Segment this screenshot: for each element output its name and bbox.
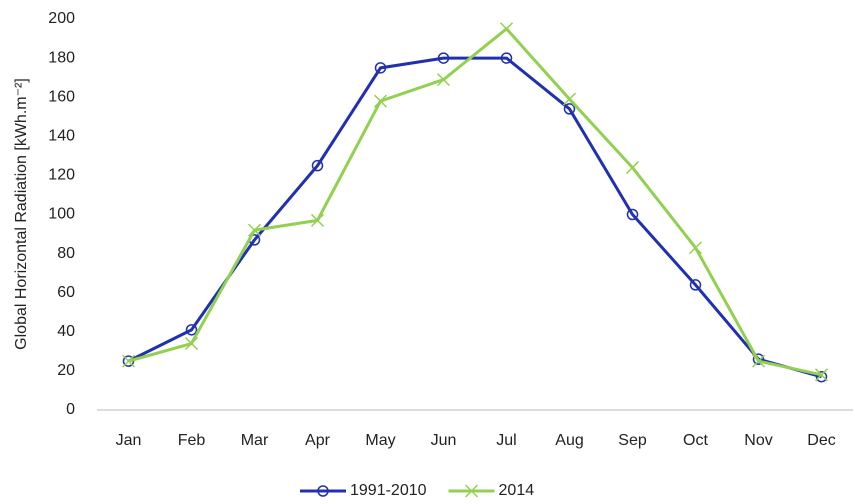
marker bbox=[373, 94, 388, 108]
y-tick-label: 0 bbox=[66, 401, 75, 418]
x-tick-label: Dec bbox=[807, 432, 835, 449]
y-tick-label: 160 bbox=[48, 88, 75, 105]
y-tick-label: 200 bbox=[48, 10, 75, 27]
marker bbox=[436, 73, 451, 87]
y-axis-label: Global Horizontal Radiation [kWh.m⁻²] bbox=[13, 78, 30, 350]
marker bbox=[626, 208, 639, 221]
x-tick-label: Nov bbox=[744, 432, 772, 449]
y-tick-label: 60 bbox=[57, 284, 75, 301]
y-tick-label: 20 bbox=[57, 362, 75, 379]
marker bbox=[814, 368, 829, 382]
marker bbox=[625, 161, 640, 175]
marker bbox=[374, 62, 387, 74]
marker bbox=[247, 223, 262, 237]
marker bbox=[437, 52, 450, 64]
y-tick-label: 40 bbox=[57, 323, 75, 340]
series-line bbox=[128, 27, 822, 377]
legend-label: 1991-2010 bbox=[350, 482, 427, 499]
y-tick-label: 180 bbox=[48, 49, 75, 66]
series-line bbox=[127, 56, 822, 379]
marker bbox=[500, 52, 513, 64]
marker bbox=[751, 354, 766, 368]
marker bbox=[752, 353, 765, 365]
y-tick-label: 120 bbox=[48, 167, 75, 184]
y-tick-label: 140 bbox=[48, 128, 75, 145]
x-tick-label: Aug bbox=[555, 432, 583, 449]
marker bbox=[688, 241, 703, 255]
legend-marker bbox=[317, 485, 329, 497]
marker bbox=[499, 22, 514, 36]
x-tick-label: Feb bbox=[178, 432, 206, 449]
y-tick-label: 80 bbox=[57, 245, 75, 262]
marker bbox=[562, 92, 577, 106]
marker bbox=[815, 371, 828, 383]
legend-label: 2014 bbox=[499, 482, 535, 499]
x-tick-label: May bbox=[365, 432, 395, 449]
x-tick-label: Jan bbox=[116, 432, 142, 449]
y-tick-label: 100 bbox=[48, 206, 75, 223]
marker bbox=[689, 279, 702, 291]
marker bbox=[185, 324, 198, 336]
legend-marker bbox=[464, 484, 479, 498]
marker bbox=[311, 159, 324, 172]
x-tick-label: Apr bbox=[305, 432, 331, 449]
marker bbox=[563, 103, 576, 115]
x-tick-label: Jun bbox=[431, 432, 457, 449]
x-tick-label: Sep bbox=[618, 432, 647, 449]
marker bbox=[121, 354, 136, 368]
x-tick-label: Mar bbox=[241, 432, 269, 449]
x-tick-label: Jul bbox=[496, 432, 516, 449]
marker bbox=[310, 213, 325, 227]
marker bbox=[184, 336, 199, 351]
x-tick-label: Oct bbox=[683, 432, 708, 449]
